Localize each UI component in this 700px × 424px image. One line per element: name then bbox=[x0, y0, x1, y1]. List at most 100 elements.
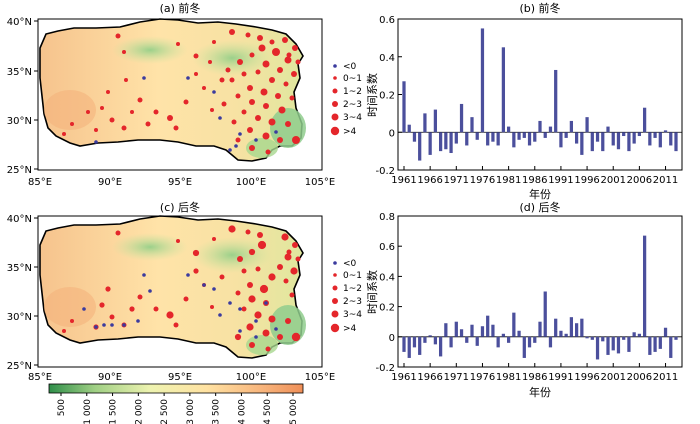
legend-dot bbox=[330, 126, 340, 136]
xtick-label: 1981 bbox=[496, 372, 521, 383]
stations-c bbox=[62, 225, 301, 352]
xtick-label: 1971 bbox=[444, 372, 469, 383]
bar bbox=[491, 132, 495, 142]
legend-label: <0 bbox=[343, 259, 357, 269]
map-c-lon-ticks: 85°E 90°E 95°E 100°E 105°E bbox=[28, 372, 335, 383]
ytick-label: 0.2 bbox=[379, 91, 395, 102]
station-marker-negative bbox=[238, 307, 242, 311]
legend-label: 3~4 bbox=[343, 113, 362, 123]
lon-tick: 100°E bbox=[236, 177, 266, 188]
station-marker-positive bbox=[137, 97, 143, 103]
xtick-label: 1981 bbox=[496, 175, 521, 186]
station-marker-positive bbox=[260, 88, 268, 96]
station-marker-positive bbox=[229, 77, 235, 83]
ytick-label: 0.4 bbox=[379, 272, 395, 283]
station-marker-positive bbox=[167, 115, 173, 121]
station-marker-positive bbox=[291, 71, 297, 77]
colorbar-ticks: 500 1 000 1 500 2 000 2 500 3 000 3 500 4 000 4 … bbox=[57, 393, 299, 424]
bar bbox=[517, 330, 521, 337]
station-marker-positive bbox=[278, 106, 286, 114]
station-marker-positive bbox=[249, 52, 255, 58]
legend-label: 0~1 bbox=[343, 271, 362, 281]
map-a-plateau bbox=[39, 18, 306, 162]
station-marker-positive bbox=[277, 67, 283, 73]
colorbar-tick-label: 2 000 bbox=[134, 399, 144, 424]
xtick-label: 1976 bbox=[470, 372, 495, 383]
bar bbox=[632, 132, 636, 144]
station-marker-positive bbox=[262, 132, 270, 140]
station-marker-positive bbox=[281, 233, 289, 241]
station-marker-positive bbox=[86, 110, 90, 114]
lat-tick: 30°N bbox=[7, 116, 32, 127]
station-marker-positive bbox=[246, 323, 254, 331]
station-marker-positive bbox=[245, 32, 251, 38]
station-marker-positive bbox=[122, 50, 126, 54]
bar bbox=[580, 132, 584, 155]
station-marker-positive bbox=[268, 118, 276, 126]
station-marker-negative bbox=[186, 273, 190, 277]
station-marker-negative bbox=[82, 307, 86, 311]
station-marker-positive bbox=[255, 69, 261, 75]
bar bbox=[506, 126, 511, 133]
station-marker-positive bbox=[285, 318, 291, 324]
green-region-a1 bbox=[112, 36, 188, 64]
bar bbox=[601, 132, 605, 152]
station-marker-positive bbox=[212, 40, 216, 44]
station-marker-positive bbox=[194, 72, 198, 76]
station-marker-positive bbox=[212, 237, 216, 241]
station-marker-positive bbox=[115, 230, 121, 236]
station-marker-positive bbox=[124, 78, 128, 82]
station-marker-positive bbox=[258, 44, 266, 52]
station-marker-negative bbox=[228, 148, 232, 152]
station-marker-negative bbox=[186, 76, 190, 80]
bar bbox=[517, 132, 521, 140]
bar bbox=[606, 126, 610, 133]
bar bbox=[501, 47, 506, 133]
bar bbox=[653, 336, 657, 352]
stations-a bbox=[62, 29, 301, 155]
bar bbox=[585, 117, 589, 133]
station-marker-positive bbox=[183, 99, 189, 105]
chart-b-ylabel: 时间系数 bbox=[366, 73, 379, 117]
legend-label: 0~1 bbox=[343, 74, 362, 84]
lat-tick: 25°N bbox=[7, 361, 32, 372]
bar bbox=[585, 336, 589, 339]
bar bbox=[648, 132, 652, 146]
map-panel-a: (a) 前冬 40°N 35°N 30°N 25°N 85°E 90°E 95°… bbox=[7, 1, 362, 188]
bar bbox=[595, 132, 600, 142]
bar bbox=[663, 130, 668, 133]
chart-b-xlabel: 年份 bbox=[529, 187, 551, 201]
bar bbox=[658, 132, 662, 148]
bar bbox=[538, 120, 542, 133]
station-marker-positive bbox=[249, 99, 255, 105]
bar bbox=[616, 132, 621, 150]
green-region-c3 bbox=[270, 305, 306, 345]
xtick-label: 2011 bbox=[653, 372, 678, 383]
map-a-lat-ticks: 40°N 35°N 30°N 25°N bbox=[7, 17, 38, 176]
station-marker-positive bbox=[259, 284, 269, 294]
bar bbox=[423, 336, 427, 343]
bar bbox=[642, 107, 647, 133]
station-marker-negative bbox=[136, 319, 140, 323]
bar bbox=[632, 332, 636, 337]
station-marker-positive bbox=[109, 314, 115, 320]
xtick-label: 2001 bbox=[601, 175, 626, 186]
station-marker-positive bbox=[248, 295, 256, 303]
station-marker-positive bbox=[255, 115, 261, 121]
orange-region-c bbox=[44, 287, 96, 327]
legend-label: <0 bbox=[343, 62, 357, 72]
xtick-label: 2006 bbox=[627, 372, 652, 383]
bar bbox=[512, 312, 516, 337]
bar bbox=[438, 336, 443, 357]
station-marker-positive bbox=[257, 232, 263, 238]
station-marker-positive bbox=[277, 137, 283, 143]
station-marker-positive bbox=[153, 109, 159, 115]
bar bbox=[402, 336, 406, 352]
bar bbox=[611, 132, 615, 146]
colorbar-tick-label: 1 500 bbox=[109, 399, 119, 424]
station-marker-positive bbox=[130, 110, 134, 114]
station-marker-negative bbox=[228, 301, 232, 305]
station-marker-negative bbox=[122, 323, 126, 327]
ytick-label: 0.6 bbox=[379, 242, 395, 253]
